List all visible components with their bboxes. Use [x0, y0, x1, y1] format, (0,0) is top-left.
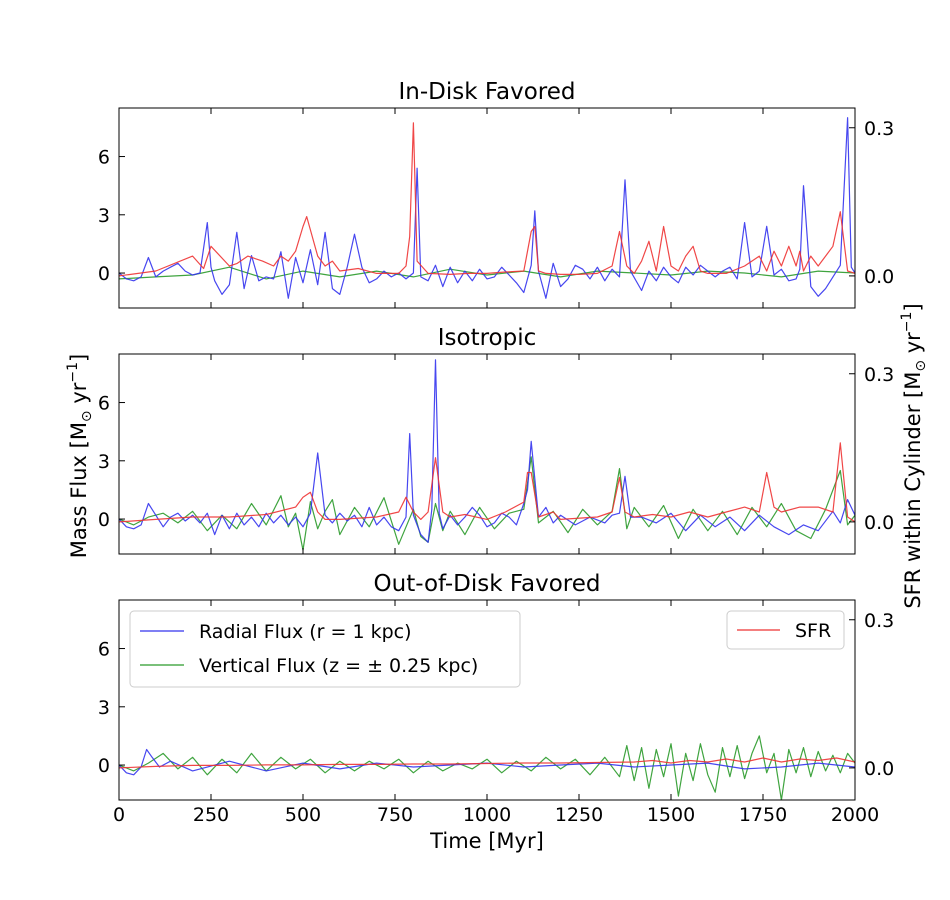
panel-3-vertical-line: [119, 735, 855, 800]
panel-1-ytick-label-left: 3: [98, 205, 110, 227]
y-axis-label-right-post: ]: [901, 303, 925, 311]
x-tick-label: 500: [285, 804, 321, 826]
panel-1-ytick-label-right: 0.3: [864, 118, 894, 140]
x-tick-label: 750: [377, 804, 413, 826]
panel-3-ytick-label-right: 0.3: [864, 610, 894, 632]
legend-left: Radial Flux (r = 1 kpc) Vertical Flux (z…: [129, 610, 521, 688]
panel-2-sfr-line: [119, 442, 855, 523]
y-axis-label-left-sup: −1: [65, 362, 81, 383]
panel-1-ytick-label-right: 0.0: [864, 266, 894, 288]
panel-3-sfr-line: [119, 757, 855, 769]
panel-1-series: [119, 117, 855, 299]
panel-1: In-Disk Favored 0 3 6 0.0 0.3: [98, 79, 894, 309]
panel-1-title: In-Disk Favored: [399, 79, 576, 105]
panel-3-ytick-label-left: 0: [98, 755, 110, 777]
x-tick-label: 0: [113, 804, 125, 826]
legend-right: SFR: [726, 610, 845, 650]
y-axis-label-left-post: ]: [67, 354, 91, 362]
y-axis-label-right-pre: SFR within Cylinder [M: [901, 372, 925, 609]
x-tick-label: 1250: [555, 804, 603, 826]
panel-2-ytick-label-right: 0.3: [864, 364, 894, 386]
panel-3-ytick-label-left: 6: [98, 639, 110, 661]
panel-3: Out-of-Disk Favored 0 250 500 750 1000 1250 150…: [98, 571, 894, 826]
y-axis-label-right: SFR within Cylinder [M⊙ yr−1]: [899, 303, 929, 608]
y-axis-label-left-mid: yr: [67, 382, 91, 410]
panel-1-radial-line: [119, 117, 855, 299]
panel-1-ytick-label-left: 6: [98, 147, 110, 169]
y-axis-label-left-pre: Mass Flux [M: [67, 422, 91, 558]
y-axis-label-left: Mass Flux [M⊙ yr−1]: [65, 354, 95, 559]
x-tick-label: 1750: [739, 804, 787, 826]
panel-2-ytick-label-right: 0.0: [864, 512, 894, 534]
panel-2-title: Isotropic: [438, 325, 537, 351]
panel-1-sfr-line: [119, 122, 855, 277]
panel-2-vertical-line: [119, 456, 855, 551]
panel-2-frame: [118, 353, 856, 555]
panel-2-radial-line: [119, 359, 855, 543]
panel-2-ytick-label-left: 0: [98, 509, 110, 531]
x-tick-label: 2000: [831, 804, 879, 826]
panel-3-title: Out-of-Disk Favored: [374, 571, 601, 597]
legend-sfr-label: SFR: [795, 620, 831, 642]
legend-radial-label: Radial Flux (r = 1 kpc): [199, 621, 412, 643]
x-tick-label: 1000: [463, 804, 511, 826]
y-axis-label-right-sup: −1: [899, 312, 915, 333]
y-axis-label-right-sub: ⊙: [913, 360, 929, 372]
legend-right-frame: [726, 610, 845, 650]
y-axis-label-right-mid: yr: [901, 332, 925, 360]
panel-3-ytick-label-right: 0.0: [864, 758, 894, 780]
x-tick-label: 1500: [647, 804, 695, 826]
panel-2-series: [119, 359, 855, 551]
y-axis-label-left-sub: ⊙: [79, 410, 95, 422]
x-axis-label: Time [Myr]: [429, 829, 544, 853]
panel-3-series: [119, 735, 855, 800]
panel-2: Isotropic 0 3 6 0.0 0.3: [98, 325, 894, 555]
panel-1-ytick-label-left: 0: [98, 263, 110, 285]
panel-3-radial-line: [119, 748, 855, 776]
legend-left-frame: [129, 610, 521, 688]
panel-2-ytick-label-left: 6: [98, 393, 110, 415]
panel-2-ytick-label-left: 3: [98, 451, 110, 473]
legend-vertical-label: Vertical Flux (z = ± 0.25 kpc): [199, 655, 478, 677]
x-tick-label: 250: [193, 804, 229, 826]
panel-3-ytick-label-left: 3: [98, 697, 110, 719]
